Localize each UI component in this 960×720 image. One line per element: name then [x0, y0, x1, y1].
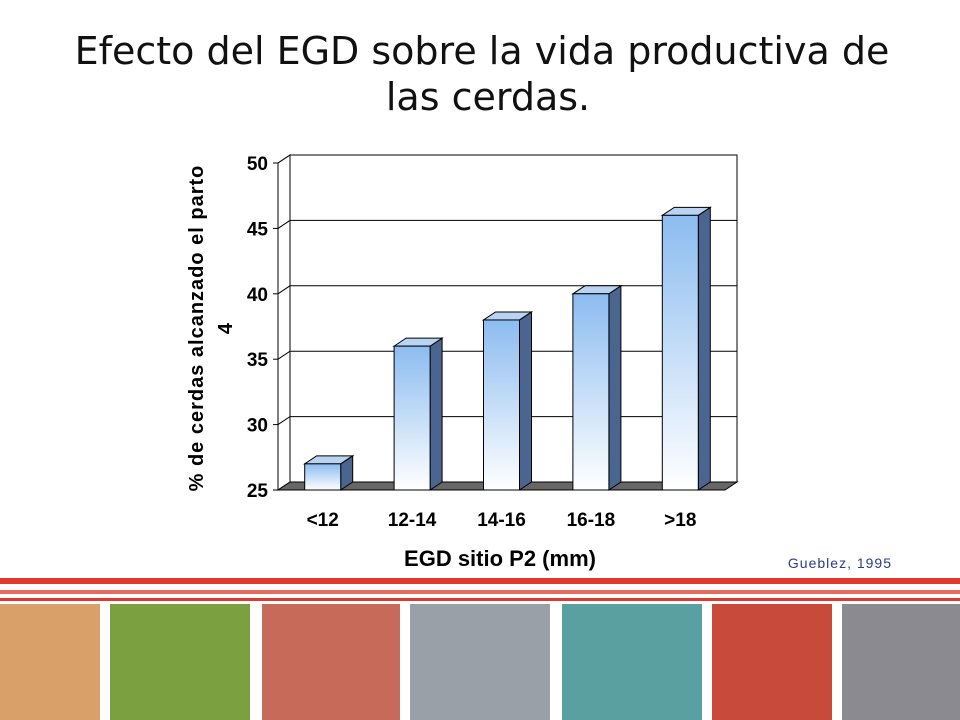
- x-axis-label: EGD sitio P2 (mm): [404, 546, 596, 571]
- x-tick-label: 14-16: [477, 510, 526, 531]
- chart: 25 30 35 40 45 50 <12 12-14 14-16 16-18 >18 EGD sit…: [186, 154, 739, 571]
- x-tick-label: <12: [307, 510, 339, 531]
- photo: [842, 604, 960, 720]
- title-line: las cerdas.: [386, 75, 590, 119]
- stripe: [0, 590, 960, 594]
- bar: [572, 293, 610, 491]
- bar: [483, 319, 520, 491]
- bar-side: [608, 284, 622, 491]
- bar: [304, 463, 342, 491]
- photo: [262, 604, 400, 720]
- photo: [0, 604, 100, 720]
- y-tick-label: 30: [247, 416, 268, 437]
- y-tick-label: 40: [247, 285, 268, 306]
- y-tick-label: 25: [247, 481, 269, 502]
- photo: [110, 604, 250, 720]
- photo: [712, 604, 832, 720]
- y-tick-label: 35: [247, 350, 269, 371]
- photo: [562, 604, 702, 720]
- photo: [410, 604, 550, 720]
- y-tick-label: 50: [247, 154, 268, 175]
- source: Gueblez, 1995: [788, 555, 892, 571]
- x-tick-label: >18: [664, 510, 696, 531]
- y-axis-label: 4: [215, 322, 237, 334]
- y-tick-label: 45: [247, 219, 269, 240]
- title-line: Efecto del EGD sobre la vida productiva …: [75, 29, 890, 73]
- stripe: [0, 578, 960, 584]
- stripe: [0, 598, 960, 601]
- bar-side: [697, 206, 711, 491]
- x-tick-label: 16-18: [567, 510, 616, 531]
- x-tick-label: 12-14: [388, 510, 437, 531]
- side-wall: [277, 154, 291, 491]
- bar-side: [429, 337, 443, 491]
- grid-line: [277, 154, 737, 164]
- bar-side: [519, 311, 532, 491]
- footer-banner: [0, 578, 960, 720]
- y-axis-label: % de cerdas alcanzado el parto: [186, 165, 208, 492]
- bar: [393, 345, 431, 491]
- slide-title: Efecto del EGD sobre la vida productiva …: [75, 29, 902, 119]
- grid-line: [277, 219, 737, 229]
- bar: [661, 214, 699, 491]
